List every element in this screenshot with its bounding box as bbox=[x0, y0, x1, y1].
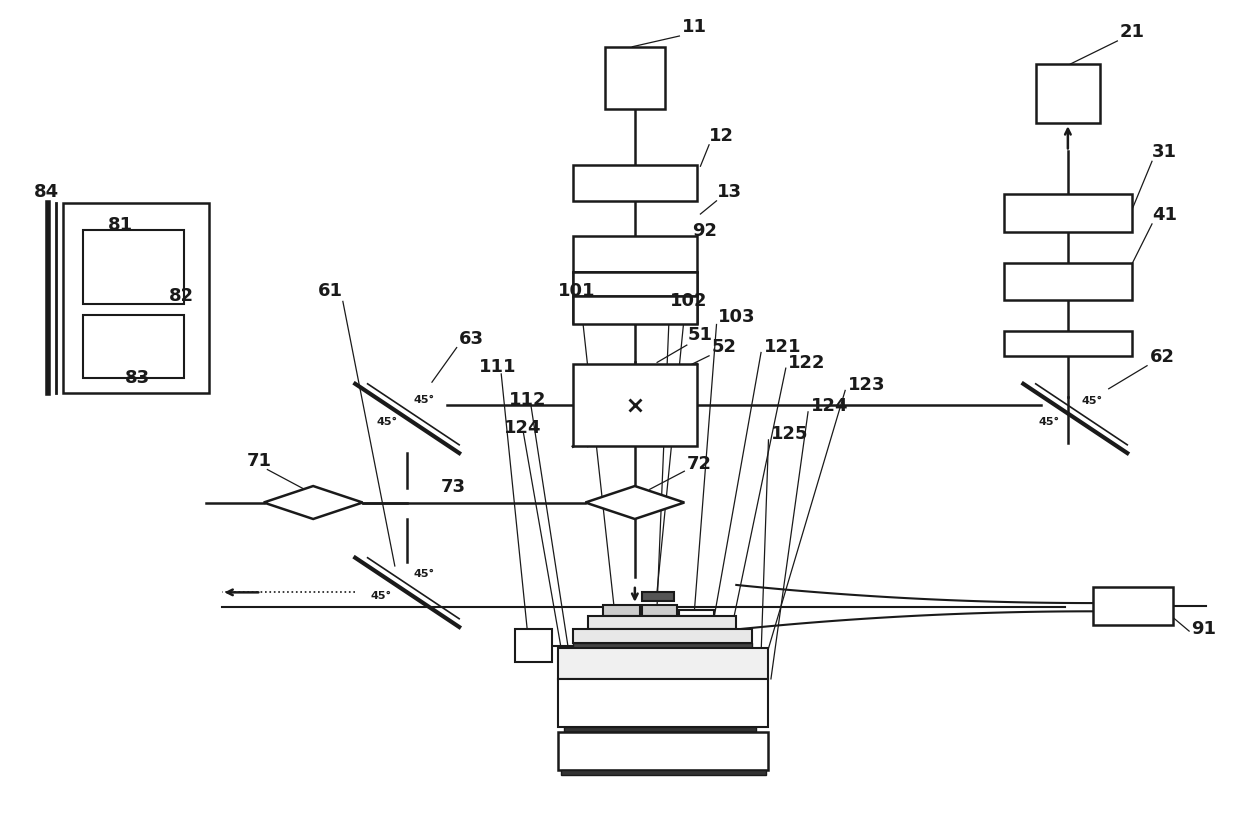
Bar bbox=[573, 296, 697, 324]
Text: 73: 73 bbox=[440, 478, 465, 496]
Polygon shape bbox=[585, 486, 684, 519]
Text: 112: 112 bbox=[508, 390, 546, 409]
Text: 61: 61 bbox=[319, 282, 343, 299]
Text: 71: 71 bbox=[247, 452, 272, 470]
Bar bbox=[1092, 586, 1173, 624]
Text: 121: 121 bbox=[764, 337, 801, 356]
Text: 82: 82 bbox=[169, 287, 193, 304]
Text: 45°: 45° bbox=[370, 590, 391, 600]
Text: 84: 84 bbox=[33, 183, 58, 201]
Text: 101: 101 bbox=[558, 282, 595, 299]
Bar bbox=[564, 727, 756, 733]
Text: 12: 12 bbox=[709, 127, 734, 145]
Bar bbox=[573, 272, 697, 323]
Text: 31: 31 bbox=[1152, 143, 1177, 161]
Text: 91: 91 bbox=[1192, 619, 1216, 638]
Text: 102: 102 bbox=[670, 292, 707, 309]
Bar bbox=[588, 616, 737, 629]
Bar bbox=[558, 648, 769, 679]
Bar bbox=[63, 203, 210, 393]
Text: 124: 124 bbox=[811, 397, 848, 415]
Bar bbox=[83, 314, 185, 378]
Text: 45°: 45° bbox=[1038, 417, 1059, 427]
Text: 63: 63 bbox=[459, 330, 484, 347]
Text: 51: 51 bbox=[688, 327, 713, 344]
Bar bbox=[573, 364, 697, 447]
Text: 125: 125 bbox=[771, 425, 808, 443]
Bar bbox=[680, 609, 714, 616]
Text: 11: 11 bbox=[682, 18, 707, 36]
Text: 123: 123 bbox=[848, 375, 885, 394]
Polygon shape bbox=[264, 486, 362, 519]
Bar bbox=[573, 165, 697, 201]
Text: 62: 62 bbox=[1149, 347, 1174, 366]
Text: 81: 81 bbox=[108, 216, 133, 234]
Bar bbox=[558, 733, 769, 770]
Bar bbox=[605, 46, 665, 108]
Text: 103: 103 bbox=[718, 308, 755, 326]
Bar bbox=[573, 643, 753, 648]
Bar bbox=[515, 629, 552, 662]
Bar bbox=[1003, 194, 1132, 232]
Text: 111: 111 bbox=[479, 357, 516, 375]
Bar bbox=[1035, 64, 1100, 123]
Text: 52: 52 bbox=[712, 337, 737, 356]
Bar bbox=[1003, 331, 1132, 356]
Text: 45°: 45° bbox=[376, 417, 397, 427]
Bar bbox=[573, 237, 697, 272]
Text: 21: 21 bbox=[1120, 23, 1145, 41]
Text: 83: 83 bbox=[125, 369, 150, 387]
Bar bbox=[558, 679, 769, 727]
Text: 41: 41 bbox=[1152, 206, 1177, 224]
Text: 72: 72 bbox=[687, 455, 712, 473]
Bar bbox=[603, 605, 640, 616]
Text: 124: 124 bbox=[503, 418, 541, 437]
Bar bbox=[573, 629, 753, 643]
Text: 45°: 45° bbox=[413, 569, 434, 579]
Bar bbox=[1003, 264, 1132, 299]
Text: 45°: 45° bbox=[1081, 396, 1102, 406]
Bar bbox=[573, 272, 697, 295]
Text: 122: 122 bbox=[789, 354, 826, 372]
Bar bbox=[560, 770, 766, 775]
Bar bbox=[83, 230, 185, 304]
Bar bbox=[642, 591, 675, 601]
Text: 13: 13 bbox=[717, 183, 742, 201]
Text: 92: 92 bbox=[692, 222, 717, 241]
Text: 45°: 45° bbox=[413, 395, 434, 405]
Bar bbox=[642, 605, 677, 616]
